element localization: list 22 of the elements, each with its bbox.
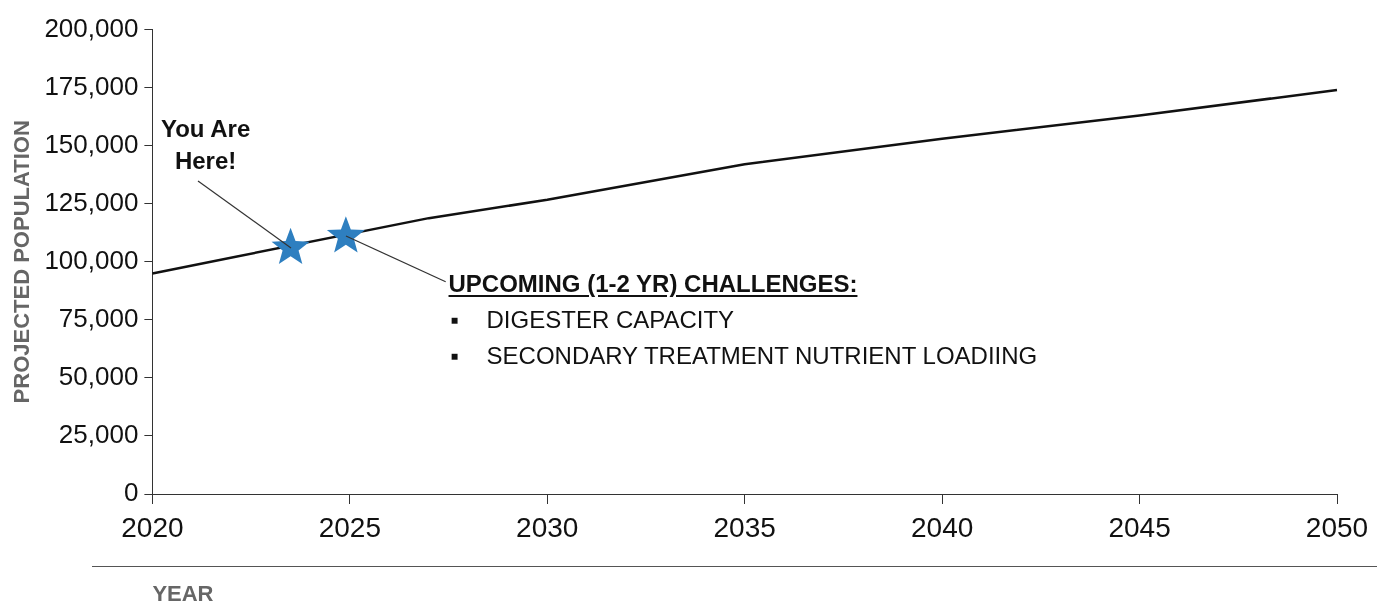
annotation: UPCOMING (1-2 YR) CHALLENGES: <box>448 269 859 299</box>
y-axis-title: PROJECTED POPULATION <box>9 120 35 404</box>
y-tick-label: 100,000 <box>44 244 139 275</box>
y-tick-label: 25,000 <box>58 419 139 450</box>
x-tick-label: 2020 <box>121 511 184 543</box>
y-tick-label: 200,000 <box>44 12 139 43</box>
x-axis-title: YEAR <box>152 580 214 606</box>
y-tick-label: 125,000 <box>44 186 139 217</box>
x-tick-label: 2035 <box>713 511 776 543</box>
annotation: ▪ SECONDARY TREATMENT NUTRIENT LOADIING <box>449 341 1039 371</box>
annotation: ▪ DIGESTER CAPACITY <box>449 305 736 335</box>
y-tick-label: 175,000 <box>44 70 139 101</box>
annotation: You Are Here! <box>160 114 251 174</box>
x-tick-label: 2025 <box>318 511 381 543</box>
x-tick-label: 2050 <box>1305 511 1369 543</box>
x-tick-label: 2045 <box>1108 511 1171 543</box>
y-tick-label: 0 <box>123 477 139 508</box>
y-tick-label: 75,000 <box>58 303 139 334</box>
y-tick-label: 150,000 <box>44 128 139 159</box>
x-tick-label: 2040 <box>910 511 974 543</box>
y-tick-label: 50,000 <box>58 361 139 392</box>
x-tick-label: 2030 <box>516 511 579 543</box>
